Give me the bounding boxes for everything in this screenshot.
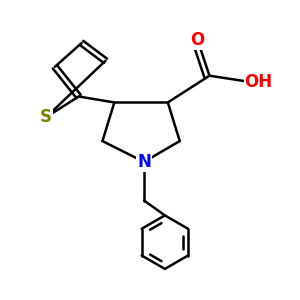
Text: N: N bbox=[137, 153, 151, 171]
Text: OH: OH bbox=[244, 73, 272, 91]
Text: S: S bbox=[40, 108, 52, 126]
Text: O: O bbox=[190, 31, 205, 49]
